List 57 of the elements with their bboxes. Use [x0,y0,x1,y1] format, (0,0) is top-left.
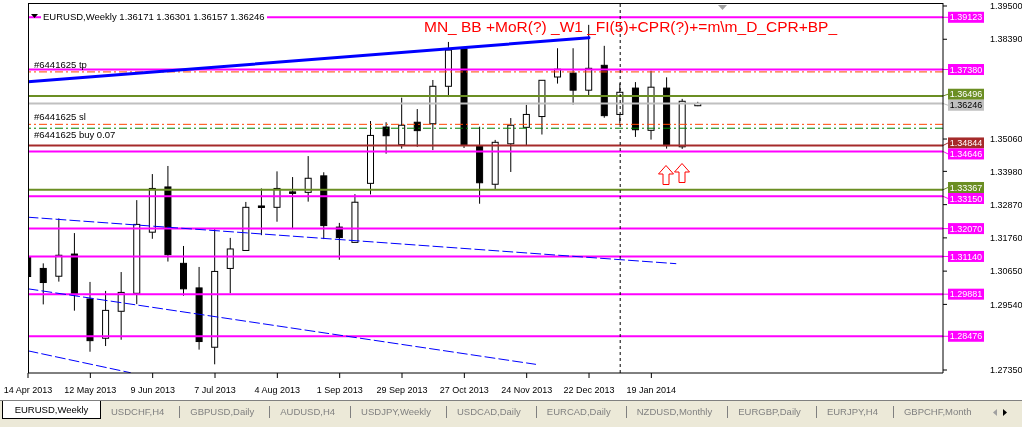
x-tick-label: 24 Nov 2013 [501,385,553,395]
y-tick-label: 1.35060 [990,134,1022,145]
x-tick-label: 12 May 2013 [64,385,117,395]
ref-line-label: 1.34646 [949,149,983,160]
ref-line-label: #6441625 buy 0.07 [34,129,116,141]
text: EURJPY,H4 [825,406,879,418]
x-tick-label: 14 Apr 2013 [3,385,53,395]
text: GBPUSD,Daily [189,406,256,418]
y-tick-label: 1.27350 [990,365,1022,376]
text: USDJPY,Weekly [360,406,432,418]
candlestick [507,117,515,173]
ref-line-label: #6441625 sl [34,111,86,123]
y-tick-label: 1.33980 [990,166,1022,177]
y-tick-label: 1.32870 [990,199,1022,210]
candlestick [569,47,577,106]
candlestick [289,176,297,230]
text: NZDUSD,Monthly [635,406,714,418]
y-tick-label: 1.39500 [990,1,1022,12]
text: EURGBP,Daily [737,406,802,418]
x-tick-label: 1 Sep 2013 [316,385,363,395]
text: EURUSD,Weekly 1.36171 1.36301 1.36157 1.36246 [41,11,267,23]
text: USDCHF,H4 [110,406,166,418]
y-tick-label: 1.38390 [990,34,1022,45]
tab: EURUSD,Weekly [2,401,101,419]
x-tick-label: 27 Oct 2013 [439,385,489,395]
text: USDCAD,Daily [455,406,522,418]
ref-line-label: 1.33367 [949,182,983,193]
x-tick-label: 7 Jul 2013 [194,385,236,395]
candlestick [226,237,234,294]
y-tick-label: 1.31760 [990,233,1022,244]
ref-line-label: #6441625 tp [34,58,87,70]
x-tick-label: 29 Sep 2013 [376,385,428,395]
candlestick [382,121,390,155]
ref-line-label: 1.36496 [949,89,983,100]
x-tick-label: 4 Aug 2013 [254,385,301,395]
candlestick [39,262,47,305]
ref-line-label: 1.33150 [949,193,983,204]
ref-line-label: 1.31140 [950,251,982,262]
candlestick [398,97,406,150]
x-tick-label: 22 Dec 2013 [563,385,615,395]
candlestick [55,217,63,283]
candlestick [257,187,265,236]
y-tick-label: 1.29540 [990,299,1022,310]
ref-line-label: 1.34844 [949,138,983,149]
text: GBPCHF,Month [902,406,973,418]
ref-line-label: 1.28476 [949,331,983,342]
text: EURCAD,Daily [545,406,612,418]
ref-line-label: 1.32070 [949,223,983,234]
x-tick-label: 9 Jun 2013 [130,385,175,395]
candlestick [522,104,530,146]
y-tick-label: 1.30650 [990,266,1022,277]
ref-line-label: 1.39123 [949,12,983,23]
x-tick-label: 19 Jan 2014 [626,385,677,395]
text: AUDUSD,H4 [279,406,337,418]
ref-line-label: 1.29881 [949,289,983,300]
ref-line-label: 1.37380 [949,64,983,75]
ref-line-label: 1.36246 [949,100,983,111]
